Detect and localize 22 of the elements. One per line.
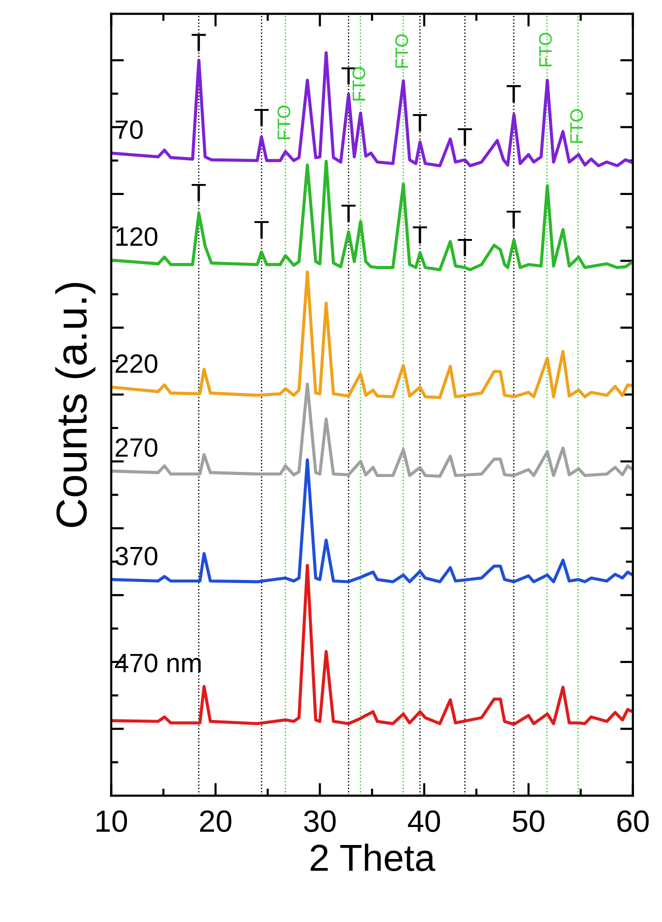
annotation: T [506, 210, 521, 228]
series-label: 470 nm [114, 654, 201, 672]
x-tick-label: 60 [617, 810, 649, 832]
series-label: 370 [115, 546, 158, 566]
annotation: FTO [278, 106, 290, 140]
x-tick-label: 50 [512, 810, 544, 832]
series-label: 270 [116, 438, 158, 457]
x-tick-label: 40 [408, 810, 440, 832]
annotation: FTO [570, 109, 583, 143]
annotation: T [192, 34, 206, 52]
x-tick-label: 30 [304, 810, 336, 832]
annotation: T [192, 184, 206, 202]
x-tick-label: 20 [200, 810, 232, 832]
y-axis-title: Counts (a.u.) [55, 282, 96, 527]
annotation: FTO [539, 32, 552, 66]
x-tick-label: 10 [96, 810, 128, 832]
series-label: 220 [116, 354, 158, 373]
annotation: FTO [395, 34, 408, 68]
series-label: 70 [116, 120, 143, 139]
series-label: 120 [116, 227, 158, 246]
x-axis-title: 2 Theta [310, 844, 436, 872]
annotation: T [506, 85, 521, 102]
